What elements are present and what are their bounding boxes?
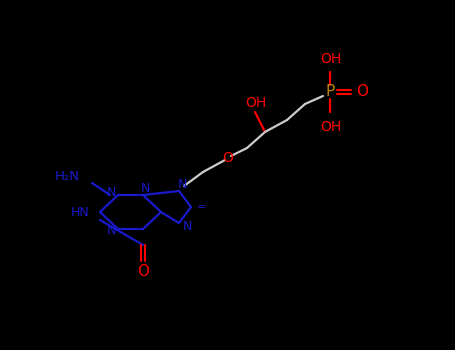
Text: N: N [140, 182, 150, 196]
Text: N: N [182, 220, 192, 233]
Text: O: O [137, 264, 149, 279]
Text: N: N [177, 178, 187, 191]
Text: OH: OH [320, 52, 342, 66]
Text: P: P [325, 84, 334, 99]
Text: O: O [356, 84, 368, 99]
Text: OH: OH [245, 96, 267, 110]
Text: N: N [106, 224, 116, 238]
Text: HN: HN [71, 206, 90, 219]
Text: O: O [222, 151, 233, 165]
Text: OH: OH [320, 120, 342, 134]
Text: H₂N: H₂N [55, 169, 80, 182]
Text: N: N [106, 187, 116, 199]
Text: =: = [197, 202, 207, 212]
